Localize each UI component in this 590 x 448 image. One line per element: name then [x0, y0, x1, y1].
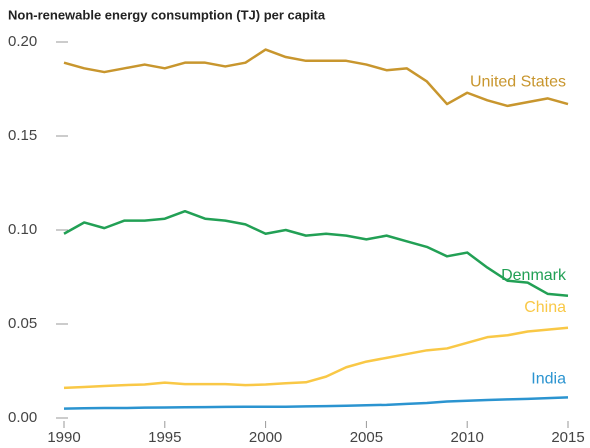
x-tick-label: 1990 [47, 429, 80, 446]
x-tick-label: 2015 [551, 429, 584, 446]
x-tick-label: 1995 [148, 429, 181, 446]
series-line [63, 48, 569, 108]
series-label: China [524, 299, 566, 316]
x-tick-label: 2010 [451, 429, 484, 446]
series-label: India [531, 371, 566, 388]
series-line [63, 209, 569, 298]
series-label: United States [470, 73, 566, 90]
y-tick-label: 0.10 [8, 221, 37, 238]
series-line [63, 396, 569, 410]
y-tick-label: 0.20 [8, 33, 37, 50]
series-line [63, 326, 569, 390]
chart-title: Non-renewable energy consumption (TJ) pe… [8, 7, 326, 22]
series-label: Denmark [501, 267, 567, 284]
y-tick-label: 0.15 [8, 127, 37, 144]
y-tick-label: 0.05 [8, 315, 37, 332]
x-tick-label: 2005 [350, 429, 383, 446]
x-tick-label: 2000 [249, 429, 282, 446]
y-tick-label: 0.00 [8, 409, 37, 426]
